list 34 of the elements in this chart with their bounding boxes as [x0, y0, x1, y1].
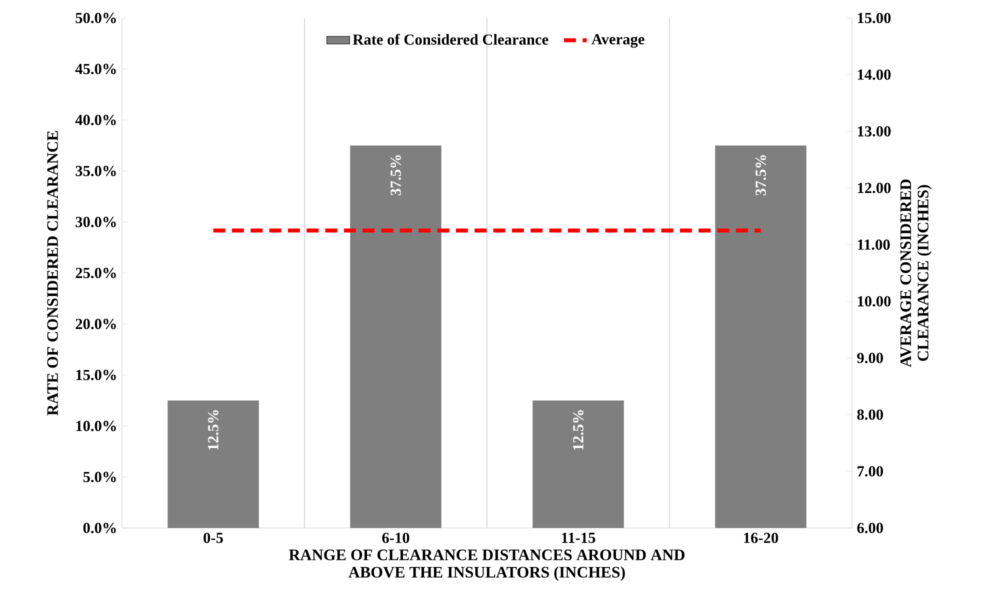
y-tick-label: 35.0% — [76, 166, 116, 176]
y2-tick-label: 12.00 — [858, 182, 891, 194]
y-tick-label: 30.0% — [76, 216, 116, 228]
y2-tick-label: 7.00 — [858, 466, 883, 477]
y-tick-label: 25.0% — [76, 268, 116, 278]
y-axis-title: RATE OF CONSIDERED CLEARANCE — [47, 131, 58, 416]
y-tick-label: 15.0% — [76, 370, 116, 380]
y2-tick-label: 14.00 — [858, 69, 891, 80]
y-tick-label: 20.0% — [76, 318, 116, 330]
x-tick-label: 0-5 — [204, 532, 223, 544]
data-label: 37.5% — [756, 155, 766, 196]
y2-tick-label: 9.00 — [857, 352, 883, 364]
y-tick-label: 10.0% — [76, 420, 116, 432]
data-label: 37.5% — [390, 155, 401, 196]
y2-tick-label: 15.00 — [858, 12, 891, 24]
x-tick-label: 11-15 — [562, 532, 596, 543]
y2-tick-label: 8.00 — [857, 409, 883, 420]
y2-tick-label: 10.00 — [858, 296, 891, 307]
y-tick-label: 0.0% — [83, 522, 116, 534]
legend-label: Average — [592, 34, 644, 48]
y-tick-label: 45.0% — [75, 64, 116, 74]
x-tick-label: 16-20 — [744, 532, 778, 544]
y2-axis-title: AVERAGE CONSIDERED CLEARANCE (INCHES) — [900, 179, 932, 368]
data-label: 12.5% — [208, 410, 218, 450]
y2-tick-label: 6.00 — [857, 522, 883, 534]
legend-label: Rate of Considered Clearance — [352, 34, 548, 45]
data-label: 12.5% — [573, 410, 584, 450]
y-tick-label: 40.0% — [75, 114, 116, 126]
y2-tick-label: 11.00 — [858, 239, 890, 250]
y-tick-label: 5.0% — [83, 472, 116, 482]
x-tick-label: 6-10 — [382, 532, 410, 544]
y-tick-label: 50.0% — [76, 12, 116, 24]
y2-tick-label: 13.00 — [858, 126, 891, 137]
x-axis-title: RANGE OF CLEARANCE DISTANCES AROUND AND ABOVE THE INSULATORS (INCHES) — [288, 550, 684, 581]
